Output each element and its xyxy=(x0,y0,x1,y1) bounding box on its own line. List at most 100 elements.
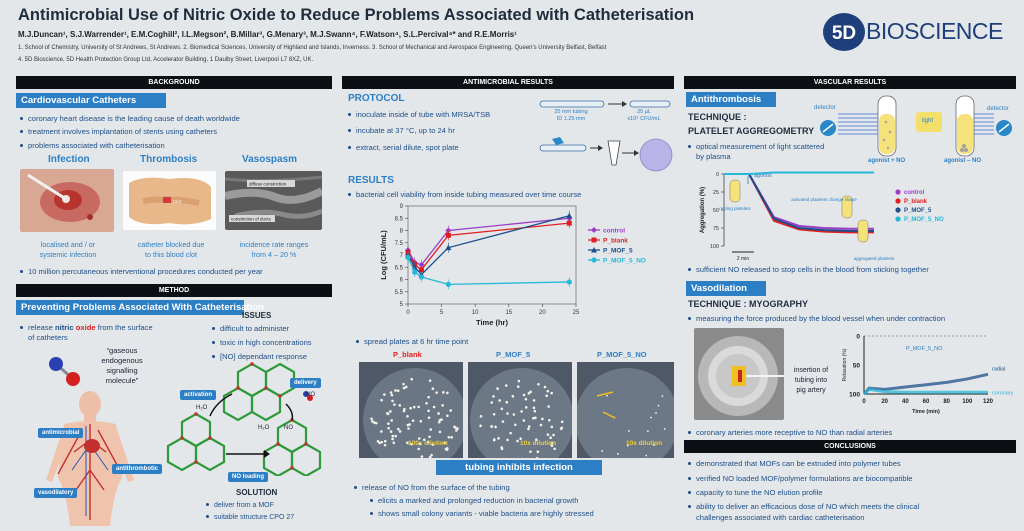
colony-dot xyxy=(446,414,449,418)
colony-dot xyxy=(492,395,495,398)
colony-dot xyxy=(425,401,428,405)
method-release-bullet: release nitric oxide from the surface xyxy=(20,322,153,333)
colony-dot xyxy=(647,430,649,433)
colony-dot xyxy=(492,412,496,416)
agg-y-axis-label: Aggregation (%) xyxy=(700,187,706,233)
solution-2: suitable structure CPO 27 xyxy=(206,512,294,523)
colony-dot xyxy=(406,441,409,445)
logo-mark-text: 5D xyxy=(832,23,856,44)
conclusion-4-line-2: challenges associated with cardiac cathe… xyxy=(696,513,865,522)
colony-dot xyxy=(443,441,447,444)
colony-dot xyxy=(545,394,548,398)
colony-dot xyxy=(371,420,374,423)
colony-dot xyxy=(426,440,430,444)
vasodilation-subheading: Vasodilation xyxy=(686,281,766,296)
detector-label-right: detector xyxy=(987,106,1009,112)
protocol-diagram xyxy=(539,100,673,172)
results-bullet: bacterial cell viability from inside tub… xyxy=(348,189,581,200)
colony-dot xyxy=(560,420,564,424)
cfu-y-tick-label: 8.5 xyxy=(395,216,404,222)
colony-dot xyxy=(389,410,392,413)
colony-dot xyxy=(398,404,402,407)
plate-label-blank: P_blank xyxy=(393,350,422,359)
colony-dot xyxy=(529,390,532,394)
spread-plates-bullet: spread plates at 6 hr time point xyxy=(356,336,468,347)
colony-dot xyxy=(527,425,531,428)
vaso-label-1: diffuse constriction xyxy=(249,182,287,187)
vasospasm-caption: incidence rate ranges from 4 – 20 % xyxy=(239,240,309,259)
protocol-step-1: inoculate inside of tube with MRSA/TSB xyxy=(348,109,490,120)
agg-series-line-P_MOF_5_NO xyxy=(724,171,874,175)
colony-dot xyxy=(550,441,554,445)
plate-photo-mof5-no xyxy=(577,362,674,458)
colony-dot xyxy=(417,437,421,440)
aggregometry-bullet-line-2: by plasma xyxy=(696,152,731,161)
colony-dot xyxy=(383,393,386,396)
antimicrobial-label: antimicrobial xyxy=(38,428,84,438)
myo-legend-label: coronary xyxy=(992,390,1014,396)
logo-text: BIOSCIENCE xyxy=(866,18,1003,44)
colony-dot xyxy=(428,455,432,458)
colony-dot xyxy=(516,439,519,443)
background-bar: BACKGROUND xyxy=(16,76,332,89)
colony-dot xyxy=(537,382,540,386)
cfu-y-tick-label: 9 xyxy=(400,204,404,210)
agg-aggregated-tube-icon xyxy=(857,219,869,243)
vascular-bar: VASCULAR RESULTS xyxy=(684,76,1016,89)
cfu-point-P_MOF_5 xyxy=(445,244,452,251)
cfu-series-line-P_blank xyxy=(407,222,570,271)
cfu-x-tick-label: 5 xyxy=(440,310,444,316)
vaso-label-2: constriction of ducts xyxy=(231,217,272,222)
colony-dot xyxy=(506,412,509,415)
myo-x-tick-label: 100 xyxy=(962,399,973,405)
colony-dot xyxy=(494,425,497,429)
conclusion-4: ability to deliver an efficacious dose o… xyxy=(688,501,919,512)
colony-dot xyxy=(535,438,538,442)
colony-dot xyxy=(403,407,406,411)
cfu-legend-marker xyxy=(591,247,597,253)
colony-dot xyxy=(546,433,550,436)
cfu-legend-marker xyxy=(591,237,597,243)
colony-dot xyxy=(655,412,657,414)
myography-photo xyxy=(694,328,784,420)
agg-legend-label: P_MOF_5_NO xyxy=(904,217,944,223)
colony-dot xyxy=(541,417,544,421)
final-bullet-2: elicits a marked and prolonged reduction… xyxy=(370,495,579,506)
technique-1-line-b: PLATELET AGGREGOMETRY xyxy=(688,126,815,136)
agg-legend-marker xyxy=(895,198,901,204)
colony-dot xyxy=(431,443,435,446)
clot-label: Clot xyxy=(173,199,182,204)
delivery-label: delivery xyxy=(290,378,321,388)
myo-x-tick-label: 60 xyxy=(923,399,930,405)
background-bullet-3: problems associated with catheterisation xyxy=(20,140,165,151)
results-heading: RESULTS xyxy=(348,175,394,186)
protocol-heading: PROTOCOL xyxy=(348,93,405,104)
colony-dot xyxy=(524,397,528,401)
colony-dot xyxy=(479,414,483,418)
agg-legend-marker xyxy=(895,207,901,213)
agonist-no-label: agonist + NO xyxy=(868,158,906,164)
myo-series-caption: P_MOF_5_NO xyxy=(906,346,943,352)
conclusion-1: demonstrated that MOFs can be extruded i… xyxy=(688,458,901,469)
myo-y-axis-label: Relaxation (%) xyxy=(842,348,848,381)
h2o-label-b: H₂O xyxy=(258,425,270,431)
colony-dot xyxy=(547,405,550,408)
cfu-y-tick-label: 5 xyxy=(400,302,404,308)
cfu-point-P_blank xyxy=(566,220,572,226)
colony-dot xyxy=(402,382,405,386)
colony-dot xyxy=(532,399,536,402)
colony-dot xyxy=(479,424,482,428)
colony-dot xyxy=(663,428,666,430)
colony-dot xyxy=(505,400,509,404)
colony-dot xyxy=(396,389,400,393)
activation-label: activation xyxy=(180,390,217,400)
cfu-legend-label: control xyxy=(603,227,625,234)
colony-dot xyxy=(387,426,390,430)
colony-dot xyxy=(380,430,383,433)
colony-dot xyxy=(536,450,540,453)
colony-dot xyxy=(522,393,526,397)
colony-dot xyxy=(511,395,515,398)
h2o-label-a: H₂O xyxy=(196,405,208,411)
cfu-legend-label: P_MOF_5 xyxy=(603,247,633,254)
colony-dot xyxy=(391,399,394,403)
